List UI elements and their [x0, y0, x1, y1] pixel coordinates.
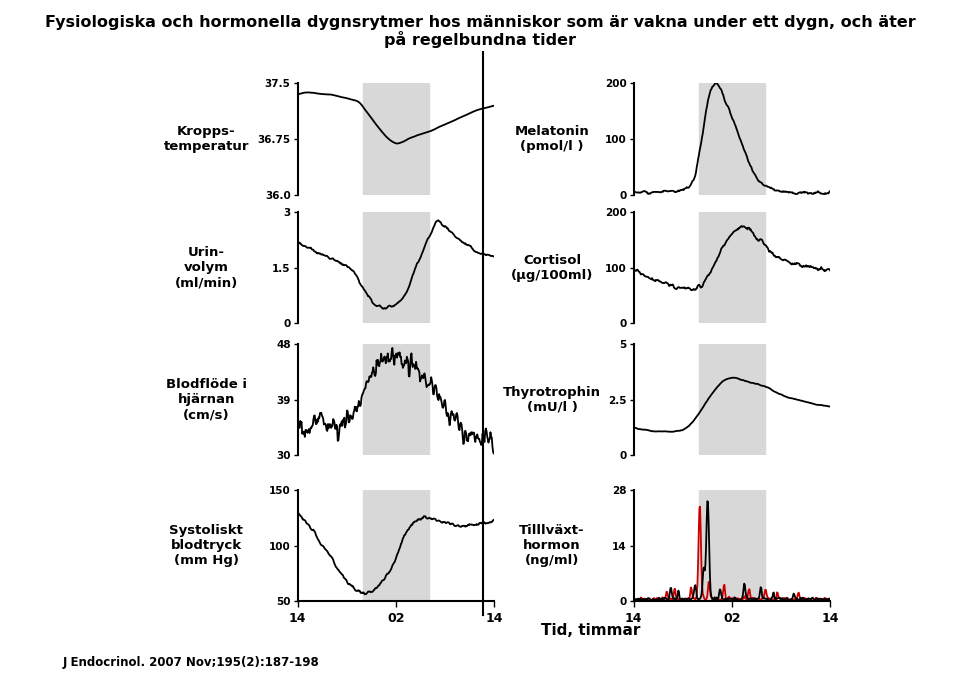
Bar — [363, 83, 429, 195]
Text: Systoliskt
blodtryck
(mm Hg): Systoliskt blodtryck (mm Hg) — [170, 524, 243, 567]
Bar — [699, 83, 765, 195]
Text: Cortisol
(µg/100ml): Cortisol (µg/100ml) — [511, 254, 593, 281]
Bar — [699, 490, 765, 601]
Bar — [363, 344, 429, 455]
Text: Thyrotrophin
(mU/l ): Thyrotrophin (mU/l ) — [503, 386, 601, 414]
Text: Tid, timmar: Tid, timmar — [540, 623, 640, 638]
Text: J Endocrinol. 2007 Nov;195(2):187-198: J Endocrinol. 2007 Nov;195(2):187-198 — [62, 655, 319, 669]
Text: Blodflöde i
hjärnan
(cm/s): Blodflöde i hjärnan (cm/s) — [166, 378, 247, 421]
Text: Melatonin
(pmol/l ): Melatonin (pmol/l ) — [515, 125, 589, 153]
Text: Fysiologiska och hormonella dygnsrytmer hos människor som är vakna under ett dyg: Fysiologiska och hormonella dygnsrytmer … — [44, 15, 916, 31]
Bar — [363, 490, 429, 601]
Text: Kropps-
temperatur: Kropps- temperatur — [163, 125, 250, 153]
Bar — [699, 344, 765, 455]
Text: Tilllväxt-
hormon
(ng/ml): Tilllväxt- hormon (ng/ml) — [519, 524, 585, 567]
Text: på regelbundna tider: på regelbundna tider — [384, 31, 576, 48]
Bar — [699, 212, 765, 323]
Bar — [363, 212, 429, 323]
Text: Urin-
volym
(ml/min): Urin- volym (ml/min) — [175, 246, 238, 289]
